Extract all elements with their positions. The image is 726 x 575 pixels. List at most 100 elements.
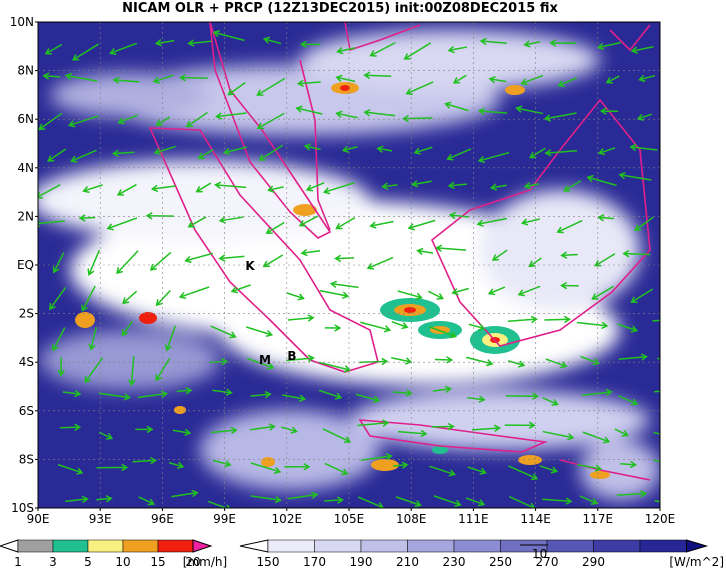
wind-arrow [523,40,541,48]
wind-arrow [596,41,621,51]
vector-reference-label: 10 [532,547,547,561]
wind-arrow [491,249,508,261]
wind-arrow [335,110,358,119]
wind-arrow [109,42,137,55]
wind-arrow [155,116,171,126]
wind-arrow [597,214,614,222]
wind-arrow [629,143,658,152]
wind-arrow [413,146,433,155]
lon-label: 96E [151,512,174,526]
wind-arrow [397,290,423,300]
lon-label: 105E [334,512,365,526]
precip-swatch [122,539,159,553]
wind-arrow [98,431,114,440]
wind-arrow [179,74,208,82]
wind-arrow [428,290,444,300]
lat-label: EQ [17,258,34,272]
wind-arrow [286,292,305,301]
precip-label: 5 [84,555,92,569]
wind-arrow [122,290,138,305]
wind-arrow [335,216,356,230]
precip-label: 20 [185,555,200,569]
wind-arrow [369,220,394,229]
olr-label: 270 [536,555,559,569]
lon-label: 90E [27,512,50,526]
wind-arrow [636,113,652,121]
wind-arrow [557,77,577,88]
wind-arrow [591,285,614,300]
wind-arrow [128,356,136,387]
precip-high-end [192,539,213,553]
lat-label: 2S [19,307,34,321]
wind-arrow [121,320,134,337]
lon-label: 99E [213,512,236,526]
olr-swatch [267,539,315,553]
precip-label: 15 [150,555,165,569]
wind-arrow [185,111,208,128]
wind-arrow [618,353,648,361]
wind-arrow [318,389,343,400]
wind-arrow [653,459,660,463]
wind-arrow [395,496,422,508]
wind-arrow [152,74,174,84]
olr-high-end [686,539,709,553]
precip-low-end [0,539,19,553]
wind-arrow [582,431,611,444]
wind-arrow [298,215,319,227]
wind-arrow [634,216,654,232]
wind-arrow [280,426,298,434]
wind-arrow [334,254,355,263]
wind-arrow [366,256,394,270]
wind-arrow [614,428,629,437]
wind-arrow [556,219,583,234]
wind-arrow [605,75,620,84]
coastlines [148,22,651,481]
wind-arrow [465,497,486,507]
wind-arrow [403,42,432,60]
wind-arrow [357,419,390,427]
wind-arrow [211,426,238,435]
wind-arrow [262,254,284,268]
olr-swatch [314,539,362,553]
olr-label: 150 [257,555,280,569]
place-label: B [287,349,296,363]
wind-arrow [477,151,510,164]
wind-arrow [520,218,541,226]
wind-arrow [515,105,544,115]
wind-arrow [324,496,345,504]
olr-swatch [407,539,455,553]
wind-arrow [230,284,251,294]
wind-arrow [477,107,508,116]
wind-arrow [250,462,282,474]
wind-vectors [38,30,660,508]
wind-arrow [195,182,212,193]
wind-arrow [653,431,660,435]
wind-arrow [577,463,603,472]
wind-arrow [544,149,578,157]
wind-arrow [57,357,65,377]
wind-arrow [84,357,104,384]
wind-arrow [299,40,321,49]
wind-arrow [154,39,175,47]
wind-arrow [250,390,272,399]
wind-arrow [319,361,352,373]
wind-arrow [411,180,432,188]
olr-swatch [546,539,594,553]
wind-arrow [171,489,199,498]
wind-arrow [543,112,577,122]
wind-arrow [57,463,84,475]
wind-arrow [256,77,286,96]
wind-arrow [44,43,63,55]
wind-arrow [599,107,619,115]
wind-arrow [47,148,67,162]
wind-arrow [184,252,214,264]
wind-arrow [507,360,526,368]
olr-label: 250 [489,555,512,569]
wind-arrow [300,248,321,257]
wind-arrow [153,145,176,156]
wind-arrow [132,456,158,465]
wind-arrow [504,421,536,430]
wind-arrow [528,147,546,159]
wind-arrow [517,285,541,297]
wind-arrow [284,463,311,471]
